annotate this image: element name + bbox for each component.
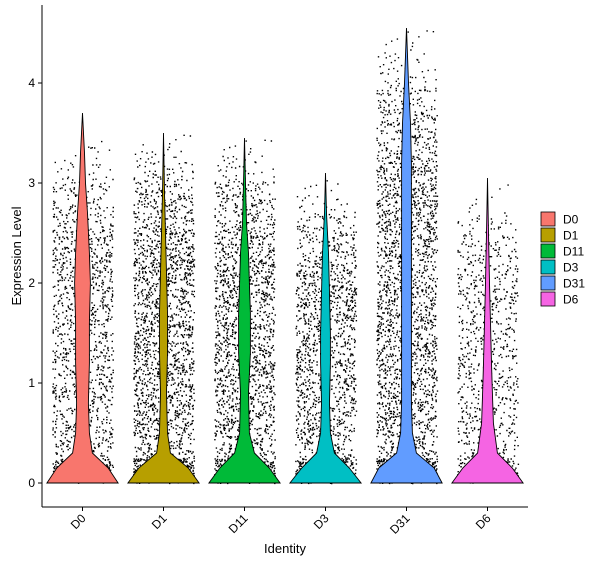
x-axis-ticks: D0 D1 D11 D3 D31 D6 xyxy=(68,507,494,537)
legend-key-D11 xyxy=(540,243,556,259)
x-tick-label-D3: D3 xyxy=(311,511,332,532)
legend-key-D31 xyxy=(540,275,556,291)
points-D3 xyxy=(295,180,358,485)
y-axis-ticks: 0 1 2 3 4 xyxy=(28,76,42,490)
violin-D11 xyxy=(208,137,281,484)
violin-D31 xyxy=(370,27,443,484)
violins xyxy=(46,27,524,484)
legend-key-D6 xyxy=(540,291,556,307)
points-path-D1 xyxy=(133,134,196,485)
violin-D1 xyxy=(127,132,200,484)
x-tick-label-D6: D6 xyxy=(473,511,494,532)
points-path-D0 xyxy=(52,140,115,484)
legend-key-D1 xyxy=(540,227,556,243)
points-D1 xyxy=(133,134,196,485)
legend-label-D11: D11 xyxy=(563,245,584,259)
legend-key-D3 xyxy=(540,259,556,275)
x-tick-label-D31: D31 xyxy=(387,511,413,537)
y-tick-label-2: 2 xyxy=(28,276,35,290)
legend-label-D3: D3 xyxy=(563,261,579,275)
points-D11 xyxy=(214,139,276,485)
x-tick-label-D1: D1 xyxy=(149,511,170,532)
legend-label-D1: D1 xyxy=(563,229,579,243)
y-tick-label-4: 4 xyxy=(28,76,35,90)
x-tick-label-D0: D0 xyxy=(68,511,89,532)
y-tick-label-0: 0 xyxy=(28,476,35,490)
legend: D0 D1 D11 D3 D31 D6 xyxy=(540,211,585,307)
jitter-points xyxy=(52,30,520,485)
y-tick-label-1: 1 xyxy=(28,376,35,390)
legend-label-D6: D6 xyxy=(563,293,579,307)
y-axis-title: Expression Level xyxy=(9,206,24,305)
legend-label-D31: D31 xyxy=(563,277,585,291)
y-tick-label-3: 3 xyxy=(28,176,35,190)
x-tick-label-D11: D11 xyxy=(226,511,251,536)
violin-D3 xyxy=(288,172,363,484)
points-path-D11 xyxy=(214,139,276,485)
legend-label-D0: D0 xyxy=(563,213,579,227)
legend-key-D0 xyxy=(540,211,556,227)
violin-D6 xyxy=(451,177,524,484)
x-axis-title: Identity xyxy=(264,541,306,556)
points-D0 xyxy=(52,140,115,484)
points-path-D3 xyxy=(295,180,358,485)
violin-D0 xyxy=(46,112,119,484)
